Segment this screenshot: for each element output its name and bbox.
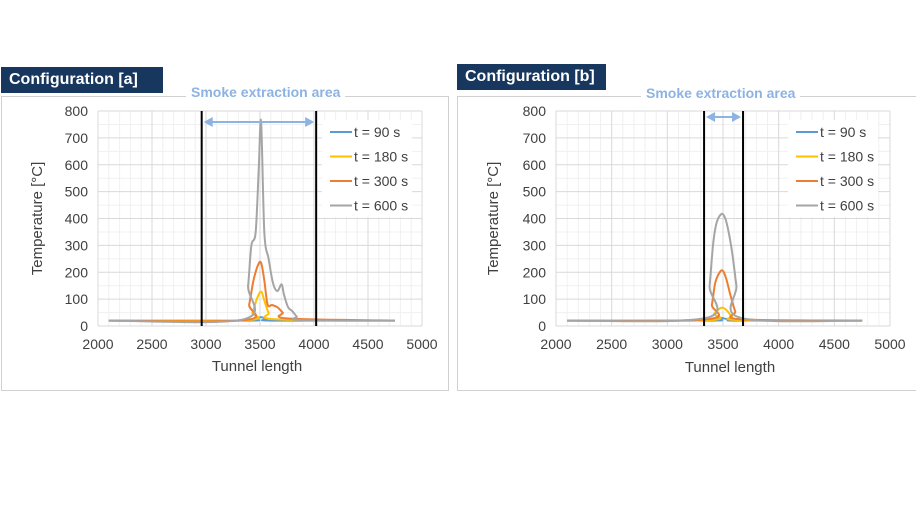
- x-axis-title: Tunnel length: [685, 359, 775, 376]
- y-tick-label: 100: [65, 291, 89, 307]
- y-tick-label: 700: [65, 130, 89, 146]
- y-tick-label: 0: [538, 318, 546, 334]
- legend: t = 90 s t = 180 s t = 300 s t = 600 s: [788, 120, 878, 217]
- x-tick-label: 2500: [596, 336, 627, 352]
- x-tick-label: 2000: [540, 336, 571, 352]
- chart-a: 2000 2500 3000 3500 4000 4500 5000 0 100 200 300 40…: [29, 103, 438, 375]
- x-axis-title: Tunnel length: [212, 358, 302, 375]
- y-tick-label: 200: [523, 264, 547, 280]
- configuration-a-title: Configuration [a]: [1, 67, 163, 93]
- legend: t = 90 s t = 180 s t = 300 s t = 600 s: [322, 120, 412, 217]
- legend-label: t = 600 s: [354, 198, 408, 214]
- x-tick-label: 3500: [244, 336, 275, 352]
- legend-label: t = 90 s: [354, 124, 400, 140]
- smoke-arrow-head-left: [706, 112, 716, 122]
- y-tick-label: 500: [523, 184, 547, 200]
- x-tick-label: 4000: [298, 336, 329, 352]
- legend-label: t = 300 s: [820, 173, 874, 189]
- x-tick-label: 2000: [82, 336, 113, 352]
- x-tick-label: 4500: [352, 336, 383, 352]
- series-line-t300: [108, 260, 396, 323]
- y-axis-title: Temperature [°C]: [29, 162, 46, 276]
- smoke-arrow-head-right: [732, 112, 742, 122]
- y-tick-label: 200: [65, 264, 89, 280]
- legend-label: t = 90 s: [820, 124, 866, 140]
- x-tick-label: 5000: [406, 336, 437, 352]
- y-tick-label: 300: [523, 237, 547, 253]
- y-tick-label: 400: [65, 211, 89, 227]
- smoke-extraction-label-a: Smoke extraction area: [186, 84, 346, 100]
- configuration-b-title: Configuration [b]: [457, 64, 606, 90]
- legend-label: t = 180 s: [354, 149, 408, 165]
- legend-background: [788, 120, 878, 217]
- y-tick-label: 600: [523, 157, 547, 173]
- legend-label: t = 600 s: [820, 198, 874, 214]
- smoke-extraction-label-b: Smoke extraction area: [641, 85, 801, 101]
- legend-background: [322, 120, 412, 217]
- y-tick-label: 800: [65, 103, 89, 119]
- legend-label: t = 300 s: [354, 173, 408, 189]
- x-tick-label: 4500: [819, 336, 850, 352]
- y-tick-label: 400: [523, 211, 547, 227]
- x-tick-label: 3000: [190, 336, 221, 352]
- x-tick-label: 2500: [136, 336, 167, 352]
- y-tick-label: 700: [523, 130, 547, 146]
- series-line-t600: [108, 118, 396, 324]
- series-line-t300: [567, 269, 863, 322]
- y-axis-title: Temperature [°C]: [485, 162, 502, 276]
- smoke-arrow-head-right: [305, 117, 315, 127]
- x-tick-label: 5000: [874, 336, 905, 352]
- y-tick-label: 800: [523, 103, 547, 119]
- x-tick-label: 3000: [652, 336, 683, 352]
- y-tick-label: 600: [65, 157, 89, 173]
- y-tick-label: 100: [523, 291, 547, 307]
- legend-label: t = 180 s: [820, 149, 874, 165]
- x-tick-label: 4000: [763, 336, 794, 352]
- chart-b: 2000 2500 3000 3500 4000 4500 5000 0 100 200 300 40…: [485, 103, 906, 376]
- y-tick-label: 500: [65, 184, 89, 200]
- x-tick-label: 3500: [707, 336, 738, 352]
- y-tick-label: 0: [80, 318, 88, 334]
- smoke-arrow-head-left: [203, 117, 213, 127]
- series-line-t600: [567, 212, 863, 323]
- y-tick-label: 300: [65, 237, 89, 253]
